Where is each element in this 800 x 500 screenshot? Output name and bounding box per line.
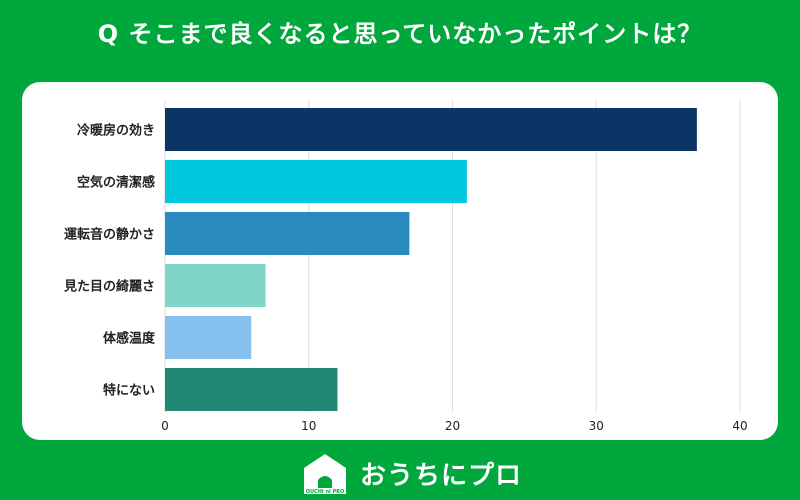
- logo-text: OUCHI ni PRO: [306, 489, 345, 495]
- category-label: 冷暖房の効き: [77, 123, 155, 139]
- category-label: 見た目の綺麗さ: [63, 279, 155, 295]
- bar: [165, 264, 266, 307]
- house-logo-icon: OUCHI ni PRO: [304, 454, 346, 495]
- page-title: Q そこまで良くなると思っていなかったポイントは？: [97, 20, 703, 48]
- brand-name: おうちにプロ: [360, 460, 523, 491]
- category-label: 特にない: [103, 383, 155, 399]
- bar: [165, 368, 338, 411]
- category-label: 運転音の静かさ: [64, 227, 155, 243]
- category-label: 体感温度: [103, 331, 156, 347]
- x-tick-label: 20: [445, 419, 460, 433]
- category-label: 空気の清潔感: [77, 175, 155, 191]
- brand-footer: OUCHI ni PRO おうちにプロ: [300, 450, 522, 496]
- bar: [165, 212, 410, 255]
- bar: [165, 108, 697, 151]
- bar: [165, 316, 252, 359]
- x-tick-label: 10: [301, 419, 316, 433]
- x-tick-label: 30: [589, 419, 604, 433]
- bar: [165, 160, 467, 203]
- x-tick-label: 40: [732, 419, 747, 433]
- x-tick-label: 0: [161, 419, 169, 433]
